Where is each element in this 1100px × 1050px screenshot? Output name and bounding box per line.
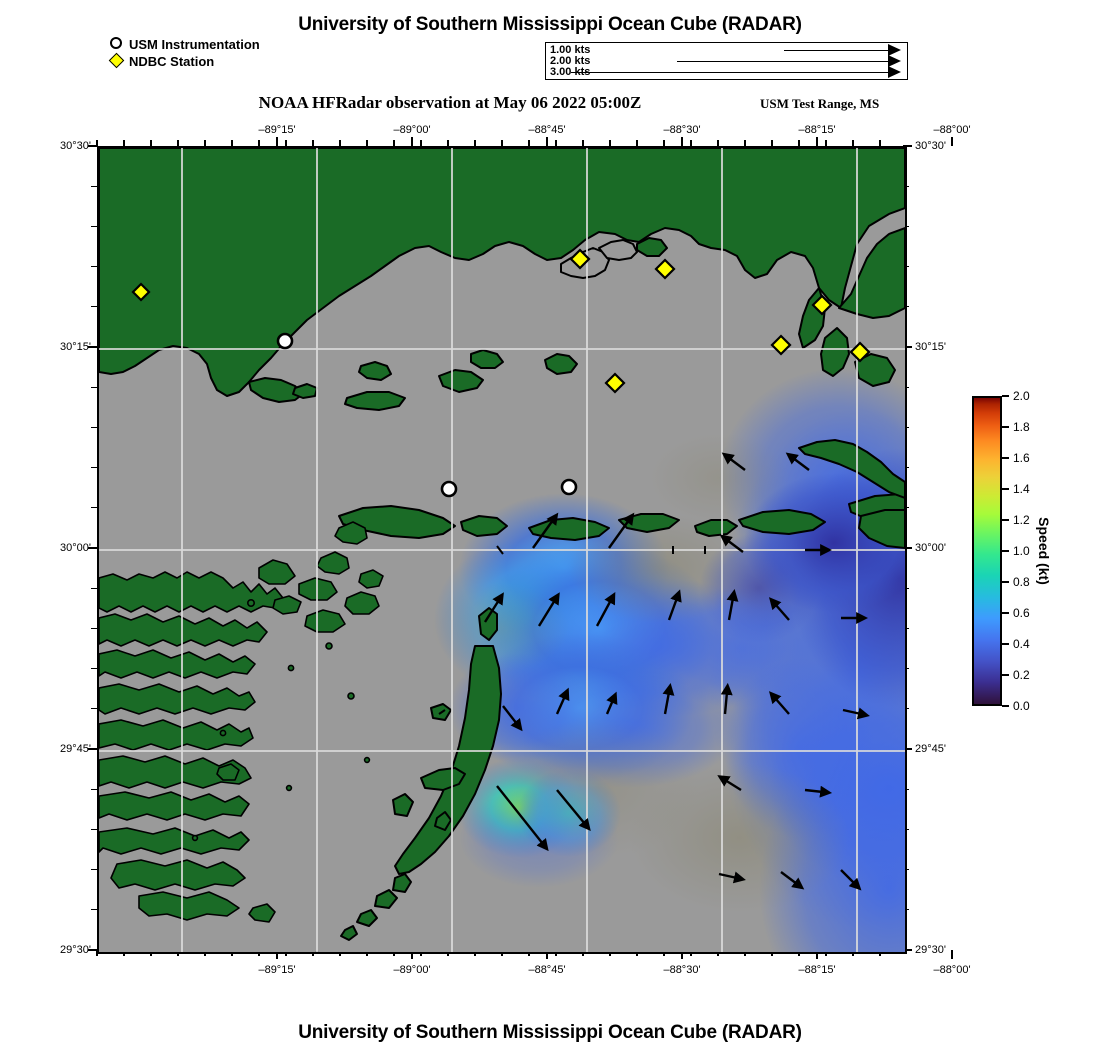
y-axis-label-right-4: 29°30' [915,944,946,956]
y-major-tick-left-3 [88,748,97,750]
vector-arrowhead-3 [888,66,901,78]
colorbar-tick-label-10: 2.0 [1013,389,1030,403]
y-major-tick-left-2 [88,547,97,549]
x-axis-label-top-0: –89°15' [258,124,296,136]
legend-item-usm: USM Instrumentation [108,36,260,53]
vector-scale-row-1: 1.00 kts [546,44,907,57]
legend-label-usm: USM Instrumentation [129,37,260,52]
vector-scale-label-1: 1.00 kts [550,44,591,56]
x-axis-label-top-5: –88°00' [933,124,971,136]
current-vectors [483,452,870,891]
x-axis-label-top-3: –88°30' [663,124,701,136]
vector-arrowhead-1 [888,44,901,56]
colorbar-tick-label-5: 1.0 [1013,544,1030,558]
page-title: University of Southern Mississippi Ocean… [298,14,802,35]
colorbar-tick-7 [1002,488,1009,490]
colorbar-tick-1 [1002,674,1009,676]
speed-field-raster [429,368,905,952]
vector-scale-row-3: 3.00 kts [546,66,907,79]
vector-scale-line-3 [571,72,889,74]
footer-title: University of Southern Mississippi Ocean… [298,1022,802,1043]
diamond-marker-icon [108,52,128,70]
y-major-tick-left-1 [88,346,97,348]
colorbar-gradient [972,396,1002,706]
colorbar-tick-label-4: 0.8 [1013,575,1030,589]
colorbar-tick-2 [1002,643,1009,645]
vector-scale-label-3: 3.00 kts [550,66,591,78]
y-axis-label-right-0: 30°30' [915,140,946,152]
colorbar-tick-4 [1002,581,1009,583]
map-plot-area[interactable] [97,146,907,954]
x-axis-label-top-4: –88°15' [798,124,836,136]
observation-subtitle: NOAA HFRadar observation at May 06 2022 … [258,93,642,112]
small-vectors [438,545,706,715]
colorbar-tick-label-0: 0.0 [1013,699,1030,713]
colorbar-tick-label-9: 1.8 [1013,420,1030,434]
marker-legend: USM Instrumentation NDBC Station [108,36,260,70]
mississippi-delta [99,521,384,923]
legend-item-ndbc: NDBC Station [108,52,260,70]
x-major-tick-bottom-5 [951,950,953,959]
usm-instrumentation-markers [276,332,578,498]
x-axis-label-bottom-0: –89°15' [258,964,296,976]
colorbar-tick-label-3: 0.6 [1013,606,1030,620]
x-axis-label-bottom-2: –88°45' [528,964,566,976]
colorbar-tick-8 [1002,457,1009,459]
x-major-tick-top-3 [681,137,683,146]
colorbar-tick-9 [1002,426,1009,428]
x-axis-label-bottom-1: –89°00' [393,964,431,976]
y-axis-label-left-2: 30°00' [60,542,91,554]
region-label: USM Test Range, MS [760,96,880,111]
y-axis-label-right-1: 30°15' [915,341,946,353]
colorbar-tick-3 [1002,612,1009,614]
y-axis-label-right-2: 30°00' [915,542,946,554]
colorbar-tick-label-2: 0.4 [1013,637,1030,651]
colorbar-tick-label-7: 1.4 [1013,482,1030,496]
x-major-tick-top-5 [951,137,953,146]
y-axis-label-left-0: 30°30' [60,140,91,152]
colorbar-tick-label-6: 1.2 [1013,513,1030,527]
station-markers [131,248,871,498]
vector-scale-legend: 1.00 kts 2.00 kts 3.00 kts [545,42,908,80]
x-major-tick-top-4 [816,137,818,146]
colorbar-title: Speed (kt) [1036,517,1052,585]
y-axis-label-left-3: 29°45' [60,743,91,755]
x-major-tick-top-0 [276,137,278,146]
colorbar-tick-label-1: 0.2 [1013,668,1030,682]
vector-scale-row-2: 2.00 kts [546,55,907,68]
colorbar-tick-5 [1002,550,1009,552]
y-axis-label-left-1: 30°15' [60,341,91,353]
y-axis-label-left-4: 29°30' [60,944,91,956]
map-canvas [99,148,905,952]
legend-label-ndbc: NDBC Station [129,54,215,69]
colorbar-tick-label-8: 1.6 [1013,451,1030,465]
x-major-tick-top-2 [546,137,548,146]
colorbar-tick-6 [1002,519,1009,521]
ndbc-station-markers [131,248,871,394]
x-axis-label-bottom-5: –88°00' [933,964,971,976]
vector-arrowhead-2 [888,55,901,67]
x-axis-label-bottom-4: –88°15' [798,964,836,976]
colorbar-tick-0 [1002,705,1009,707]
vector-scale-label-2: 2.00 kts [550,55,591,67]
x-axis-label-top-1: –89°00' [393,124,431,136]
colorbar-tick-10 [1002,395,1009,397]
x-axis-label-top-2: –88°45' [528,124,566,136]
x-major-tick-top-1 [411,137,413,146]
vector-scale-line-2 [677,61,889,63]
y-major-tick-left-4 [88,949,97,951]
circle-marker-icon [108,36,128,53]
y-axis-label-right-3: 29°45' [915,743,946,755]
map-graphics [99,148,905,952]
x-axis-label-bottom-3: –88°30' [663,964,701,976]
y-major-tick-left-0 [88,145,97,147]
vector-scale-line-1 [784,50,889,52]
